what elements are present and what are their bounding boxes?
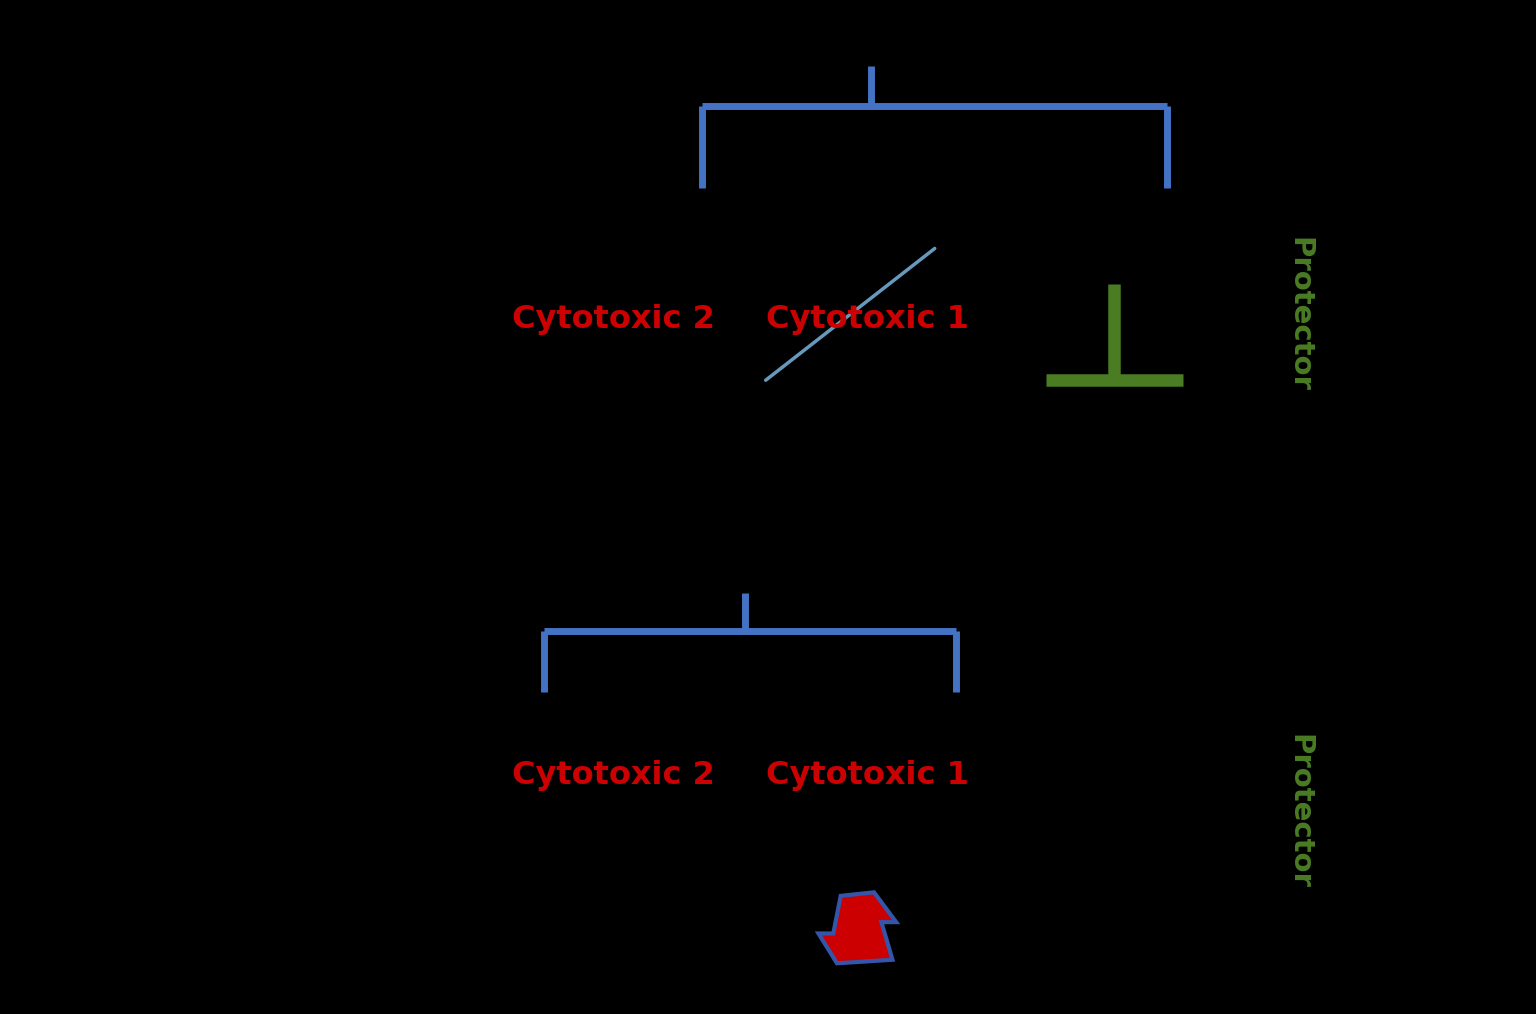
Text: A: A [312, 15, 341, 53]
Text: Cytotoxic 1: Cytotoxic 1 [765, 304, 969, 335]
Text: Cytotoxic 1: Cytotoxic 1 [765, 760, 969, 791]
Text: Protector: Protector [1286, 237, 1313, 391]
Text: Cytotoxic 2: Cytotoxic 2 [511, 760, 714, 791]
Polygon shape [819, 892, 895, 963]
Text: B: B [312, 522, 341, 560]
Text: Protector: Protector [1286, 734, 1313, 888]
Text: synergy: synergy [619, 522, 785, 564]
Text: antagonism: antagonism [748, 15, 994, 57]
Text: Cytotoxic 2: Cytotoxic 2 [511, 304, 714, 335]
